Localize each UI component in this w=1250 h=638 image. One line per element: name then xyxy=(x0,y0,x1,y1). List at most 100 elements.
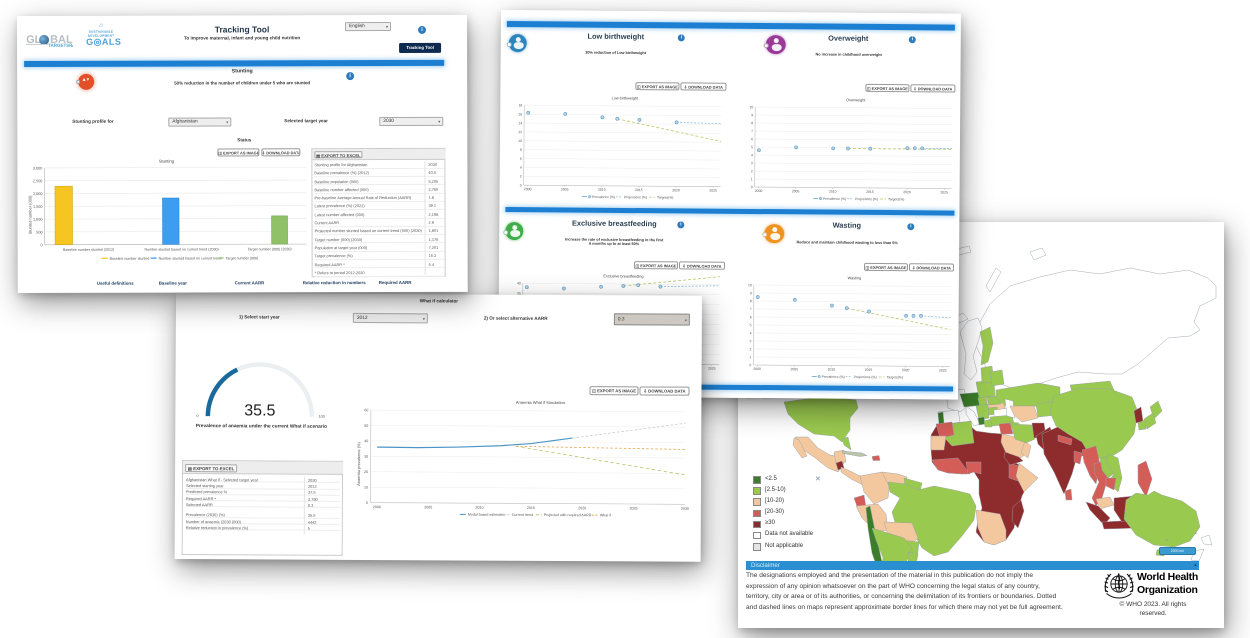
svg-text:Target number (000): Target number (000) xyxy=(226,256,259,260)
svg-text:7: 7 xyxy=(751,129,753,133)
svg-text:3: 3 xyxy=(751,161,753,165)
svg-text:Projections (%): Projections (%) xyxy=(624,195,647,199)
svg-text:2020: 2020 xyxy=(902,368,910,372)
svg-text:8: 8 xyxy=(520,148,522,152)
svg-text:2,000: 2,000 xyxy=(33,192,43,196)
svg-text:10: 10 xyxy=(749,105,753,109)
svg-text:0: 0 xyxy=(751,185,753,189)
svg-text:2025: 2025 xyxy=(630,506,638,510)
svg-text:Projections (%): Projections (%) xyxy=(854,375,877,379)
svg-text:Targets(%): Targets(%) xyxy=(657,196,673,200)
svg-text:4: 4 xyxy=(750,331,752,335)
svg-text:Anaemia What if Simulation: Anaemia What if Simulation xyxy=(516,400,565,405)
svg-text:Number stunted based on curren: Number stunted based on current trend xyxy=(159,256,222,260)
svg-text:2,500: 2,500 xyxy=(33,179,43,183)
svg-text:9: 9 xyxy=(750,291,752,295)
svg-text:Prevalence (%): Prevalence (%) xyxy=(592,195,615,199)
svg-text:2000: 2000 xyxy=(524,187,532,191)
svg-text:Modal based estimates: Modal based estimates xyxy=(468,513,505,517)
svg-text:6: 6 xyxy=(520,157,522,161)
svg-text:2000: 2000 xyxy=(753,367,761,371)
svg-text:0: 0 xyxy=(40,243,42,247)
svg-text:2025: 2025 xyxy=(939,368,947,372)
svg-text:50: 50 xyxy=(364,424,368,428)
svg-text:6: 6 xyxy=(751,137,753,141)
svg-text:Baseline number stunted (2012): Baseline number stunted (2012) xyxy=(63,248,114,252)
svg-text:Stunted number (000): Stunted number (000) xyxy=(27,195,32,235)
svg-text:2010: 2010 xyxy=(476,506,484,510)
svg-text:Stunting: Stunting xyxy=(159,159,175,164)
svg-text:20: 20 xyxy=(364,470,368,474)
svg-text:Number stunted based on curren: Number stunted based on current trend (2… xyxy=(145,247,219,251)
svg-text:Wasting: Wasting xyxy=(848,276,862,280)
svg-text:2005: 2005 xyxy=(791,367,799,371)
svg-text:0: 0 xyxy=(366,501,368,505)
svg-text:2025: 2025 xyxy=(940,190,948,194)
svg-text:Exclusive breastfeeding: Exclusive breastfeeding xyxy=(603,274,643,278)
svg-text:14: 14 xyxy=(518,121,522,125)
svg-text:Current trend: Current trend xyxy=(512,513,533,517)
svg-text:2015: 2015 xyxy=(865,368,873,372)
svg-text:1: 1 xyxy=(749,355,751,359)
svg-text:16: 16 xyxy=(518,112,522,116)
svg-text:40: 40 xyxy=(517,281,521,285)
svg-text:Overweight: Overweight xyxy=(846,98,866,102)
svg-text:35: 35 xyxy=(517,291,521,295)
svg-text:Targets(%): Targets(%) xyxy=(887,375,903,379)
svg-text:2005: 2005 xyxy=(424,505,432,509)
svg-text:1,000: 1,000 xyxy=(33,218,43,222)
svg-text:2: 2 xyxy=(520,175,522,179)
svg-text:4: 4 xyxy=(520,166,522,170)
svg-text:2020: 2020 xyxy=(903,190,911,194)
svg-text:7: 7 xyxy=(750,307,752,311)
svg-text:2020: 2020 xyxy=(672,188,680,192)
svg-text:2010: 2010 xyxy=(598,188,606,192)
svg-text:Projected with required AARR: Projected with required AARR xyxy=(544,513,592,517)
svg-text:12: 12 xyxy=(518,130,522,134)
svg-text:6: 6 xyxy=(750,315,752,319)
svg-text:2015: 2015 xyxy=(635,188,643,192)
svg-text:5: 5 xyxy=(750,323,752,327)
svg-text:Prevalence (%): Prevalence (%) xyxy=(822,375,845,379)
svg-text:1,500: 1,500 xyxy=(33,205,43,209)
svg-text:3: 3 xyxy=(749,339,751,343)
svg-text:Low birthweight: Low birthweight xyxy=(612,96,639,100)
svg-text:2005: 2005 xyxy=(792,189,800,193)
svg-text:9: 9 xyxy=(751,113,753,117)
svg-text:40: 40 xyxy=(364,439,368,443)
svg-text:3,000: 3,000 xyxy=(33,166,43,170)
svg-text:30: 30 xyxy=(364,455,368,459)
svg-text:2025: 2025 xyxy=(708,367,716,371)
svg-text:What if: What if xyxy=(600,513,611,517)
svg-text:Prevalence (%): Prevalence (%) xyxy=(823,197,846,201)
svg-text:10: 10 xyxy=(518,139,522,143)
svg-text:2030: 2030 xyxy=(681,507,689,511)
svg-text:10: 10 xyxy=(364,485,368,489)
svg-text:2015: 2015 xyxy=(866,190,874,194)
svg-text:1: 1 xyxy=(751,177,753,181)
svg-text:0: 0 xyxy=(520,183,522,187)
svg-text:8: 8 xyxy=(751,121,753,125)
svg-text:Targets(%): Targets(%) xyxy=(888,197,904,201)
svg-text:2015: 2015 xyxy=(527,506,535,510)
svg-text:8: 8 xyxy=(750,299,752,303)
svg-text:2000: 2000 xyxy=(755,189,763,193)
svg-text:35.5: 35.5 xyxy=(244,402,275,419)
svg-text:0: 0 xyxy=(749,363,751,367)
svg-text:2010: 2010 xyxy=(829,190,837,194)
svg-text:Anaemia prevalence (%): Anaemia prevalence (%) xyxy=(356,441,361,485)
svg-text:Baseline number stunted: Baseline number stunted xyxy=(110,257,150,261)
svg-text:4: 4 xyxy=(751,153,753,157)
svg-text:10: 10 xyxy=(748,283,752,287)
svg-text:2025: 2025 xyxy=(709,189,717,193)
svg-text:2010: 2010 xyxy=(828,368,836,372)
svg-text:Projections (%): Projections (%) xyxy=(855,197,878,201)
svg-text:2020: 2020 xyxy=(578,506,586,510)
svg-text:5: 5 xyxy=(751,145,753,149)
svg-text:18: 18 xyxy=(518,103,522,107)
svg-text:2005: 2005 xyxy=(561,187,569,191)
svg-text:Target number (000) (2030): Target number (000) (2030) xyxy=(248,247,292,251)
svg-text:2000: 2000 xyxy=(373,505,381,509)
svg-text:60: 60 xyxy=(364,408,368,412)
svg-text:500: 500 xyxy=(36,230,42,234)
